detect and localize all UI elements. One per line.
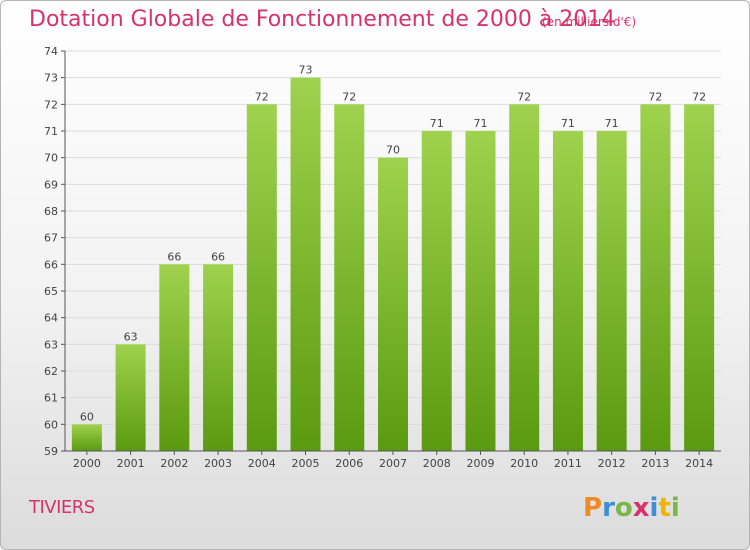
proxiti-logo: Proxiti — [583, 493, 680, 523]
bar-2011 — [552, 131, 583, 451]
data-label-2008: 71 — [430, 117, 444, 130]
x-tick-label-2002: 2002 — [160, 457, 188, 470]
x-tick-label-2009: 2009 — [466, 457, 494, 470]
bar-2008 — [421, 131, 452, 451]
y-tick-label: 67 — [44, 232, 58, 245]
data-label-2010: 72 — [517, 90, 531, 103]
bar-2004 — [246, 104, 277, 451]
x-tick-label-2013: 2013 — [641, 457, 669, 470]
bar-2014 — [684, 104, 715, 451]
data-label-2012: 71 — [605, 117, 619, 130]
bar-2007 — [378, 157, 408, 451]
y-tick-label: 59 — [44, 445, 58, 458]
y-tick-label: 64 — [44, 312, 58, 325]
y-tick-label: 62 — [44, 365, 58, 378]
data-label-2002: 66 — [167, 250, 181, 263]
data-label-2003: 66 — [211, 250, 225, 263]
bar-2013 — [640, 104, 671, 451]
x-tick-label-2001: 2001 — [117, 457, 145, 470]
data-label-2011: 71 — [561, 117, 575, 130]
commune-name: TIVIERS — [29, 497, 95, 518]
y-tick-label: 71 — [44, 125, 58, 138]
y-tick-label: 68 — [44, 205, 58, 218]
bar-2001 — [115, 344, 146, 451]
y-tick-label: 69 — [44, 178, 58, 191]
x-tick-label-2007: 2007 — [379, 457, 407, 470]
bars: 60 63 66 66 72 73 72 70 71 71 72 71 71 72 72 — [71, 64, 715, 452]
bar-2006 — [334, 104, 365, 451]
data-label-2006: 72 — [342, 90, 356, 103]
x-tick-label-2004: 2004 — [248, 457, 276, 470]
bar-2010 — [509, 104, 540, 451]
data-label-2014: 72 — [692, 90, 706, 103]
y-tick-label: 61 — [44, 392, 58, 405]
y-tick-label: 70 — [44, 152, 58, 165]
x-tick-label-2006: 2006 — [335, 457, 363, 470]
data-label-2009: 71 — [473, 117, 487, 130]
x-tick-label-2008: 2008 — [423, 457, 451, 470]
bar-2005 — [290, 77, 321, 452]
data-label-2013: 72 — [648, 90, 662, 103]
bar-2000 — [71, 424, 102, 451]
svg-text:Proxiti: Proxiti — [583, 493, 680, 523]
bar-2012 — [596, 131, 627, 451]
data-label-2001: 63 — [124, 330, 138, 343]
x-tick-label-2005: 2005 — [292, 457, 320, 470]
bar-2009 — [465, 131, 496, 451]
axes: 59 60 61 62 63 64 65 66 67 68 69 70 71 72 73 74 2000 2001… — [44, 45, 721, 470]
data-label-2005: 73 — [299, 64, 313, 77]
x-tick-label-2010: 2010 — [510, 457, 538, 470]
y-tick-label: 72 — [44, 98, 58, 111]
bar-2002 — [159, 264, 190, 451]
chart-title: Dotation Globale de Fonctionnement de 20… — [29, 7, 616, 32]
x-tick-label-2000: 2000 — [73, 457, 101, 470]
x-tick-label-2011: 2011 — [554, 457, 582, 470]
y-tick-label: 63 — [44, 338, 58, 351]
x-tick-label-2012: 2012 — [598, 457, 626, 470]
y-tick-label: 60 — [44, 418, 58, 431]
x-tick-label-2014: 2014 — [685, 457, 713, 470]
y-tick-label: 66 — [44, 258, 58, 271]
chart-unit-note: (en milliers d'€) — [542, 15, 637, 29]
data-label-2000: 60 — [80, 410, 94, 423]
data-label-2004: 72 — [255, 90, 269, 103]
y-tick-label: 74 — [44, 45, 58, 58]
x-tick-label-2003: 2003 — [204, 457, 232, 470]
y-tick-label: 73 — [44, 72, 58, 85]
bar-2003 — [203, 264, 234, 451]
data-label-2007: 70 — [386, 144, 400, 157]
y-tick-label: 65 — [44, 285, 58, 298]
